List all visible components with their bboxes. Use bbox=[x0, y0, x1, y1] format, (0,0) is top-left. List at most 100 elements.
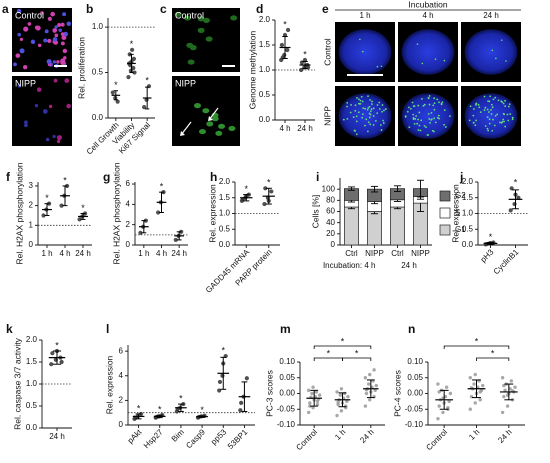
foci bbox=[486, 108, 489, 111]
data-point bbox=[308, 401, 312, 405]
cell bbox=[64, 78, 70, 83]
y-tick-label: 0.0 bbox=[462, 240, 474, 249]
data-point bbox=[473, 401, 477, 405]
foci bbox=[354, 104, 357, 107]
nucleus bbox=[187, 59, 195, 65]
cell bbox=[19, 48, 25, 54]
foci bbox=[432, 104, 435, 107]
data-point bbox=[372, 368, 376, 372]
y-tick-label: 60 bbox=[326, 207, 335, 216]
foci bbox=[433, 102, 436, 105]
data-point bbox=[368, 398, 372, 402]
x-tick-label: NIPP bbox=[411, 249, 430, 258]
y-tick-label: 0.10 bbox=[279, 357, 295, 366]
arrow-head bbox=[208, 116, 213, 121]
nucleus bbox=[205, 36, 213, 42]
foci bbox=[364, 124, 366, 127]
legend-label: G2 bbox=[455, 191, 466, 200]
panel-letter: n bbox=[408, 322, 415, 336]
foci bbox=[361, 100, 364, 103]
foci bbox=[368, 116, 371, 119]
foci bbox=[497, 99, 500, 102]
foci bbox=[350, 104, 353, 106]
y-tick-label: 2.0 bbox=[462, 177, 474, 186]
foci bbox=[506, 113, 509, 116]
bracket bbox=[313, 345, 372, 349]
nucleus bbox=[202, 108, 210, 114]
image-label: Control bbox=[15, 10, 44, 20]
y-tick-label: 0.5 bbox=[26, 401, 38, 410]
nucleus bbox=[464, 29, 518, 75]
data-point bbox=[335, 413, 339, 418]
panel-letter: a bbox=[2, 2, 9, 16]
foci bbox=[473, 108, 475, 110]
x-tick-label: 24 h bbox=[297, 124, 313, 133]
panel-letter: j bbox=[459, 170, 463, 184]
x-tick-label: 24 h bbox=[171, 249, 187, 258]
y-tick-label: 0.00 bbox=[279, 389, 295, 398]
image-label: NIPP bbox=[15, 78, 36, 88]
arrow-head bbox=[180, 131, 185, 136]
data-point bbox=[366, 382, 371, 386]
cell bbox=[52, 134, 56, 139]
foci bbox=[355, 133, 358, 136]
nucleus bbox=[184, 15, 192, 21]
data-point bbox=[502, 383, 506, 388]
data-point bbox=[505, 404, 510, 408]
y-tick-label: -0.05 bbox=[405, 404, 424, 413]
foci bbox=[500, 100, 503, 103]
foci bbox=[409, 107, 412, 110]
panel-letter: d bbox=[256, 2, 263, 16]
cell bbox=[19, 37, 23, 41]
foci bbox=[378, 108, 381, 110]
y-axis-label: Rel. H2AX phosphorylation bbox=[111, 162, 121, 264]
cell bbox=[48, 104, 53, 109]
foci bbox=[368, 112, 371, 115]
micrograph bbox=[12, 76, 72, 146]
image-label: Control bbox=[175, 10, 204, 20]
data-point bbox=[317, 393, 322, 397]
y-tick-label: 0 bbox=[119, 420, 124, 429]
data-point bbox=[363, 376, 368, 380]
panel-letter: m bbox=[280, 322, 291, 336]
data-point bbox=[437, 404, 441, 408]
foci bbox=[492, 118, 494, 121]
x-tick-label: 4 h bbox=[279, 124, 290, 133]
significance: * bbox=[327, 348, 331, 358]
data-point bbox=[478, 390, 482, 394]
foci bbox=[504, 105, 507, 108]
foci bbox=[475, 103, 477, 106]
foci bbox=[478, 106, 481, 109]
y-tick-label: 6 bbox=[126, 179, 131, 188]
y-tick-label: 1.0 bbox=[259, 65, 271, 74]
data-point bbox=[374, 383, 378, 388]
foci bbox=[358, 98, 360, 101]
foci bbox=[431, 129, 434, 132]
cell bbox=[16, 8, 22, 14]
foci bbox=[406, 110, 409, 113]
foci bbox=[361, 113, 364, 116]
foci bbox=[436, 98, 439, 101]
foci bbox=[483, 109, 486, 111]
x-tick-label: 4 h bbox=[59, 249, 70, 258]
legend-swatch bbox=[439, 207, 451, 219]
data-point bbox=[115, 99, 120, 104]
x-tick-label: Control bbox=[294, 427, 319, 452]
foci bbox=[357, 111, 360, 114]
foci bbox=[346, 105, 348, 108]
y-tick-label: 1.0 bbox=[92, 22, 104, 31]
foci bbox=[491, 106, 494, 109]
data-point bbox=[346, 394, 350, 399]
foci bbox=[382, 122, 385, 124]
cell bbox=[46, 59, 52, 65]
foci bbox=[488, 100, 491, 103]
cell bbox=[40, 11, 44, 15]
cell bbox=[56, 135, 62, 141]
bar-segment bbox=[367, 211, 382, 246]
foci bbox=[469, 105, 472, 108]
y-tick-label: 0.0 bbox=[259, 115, 271, 124]
foci bbox=[382, 119, 384, 122]
bracket bbox=[476, 357, 510, 361]
y-tick-label: 40 bbox=[326, 218, 335, 227]
y-tick-label: 0 bbox=[331, 240, 336, 249]
